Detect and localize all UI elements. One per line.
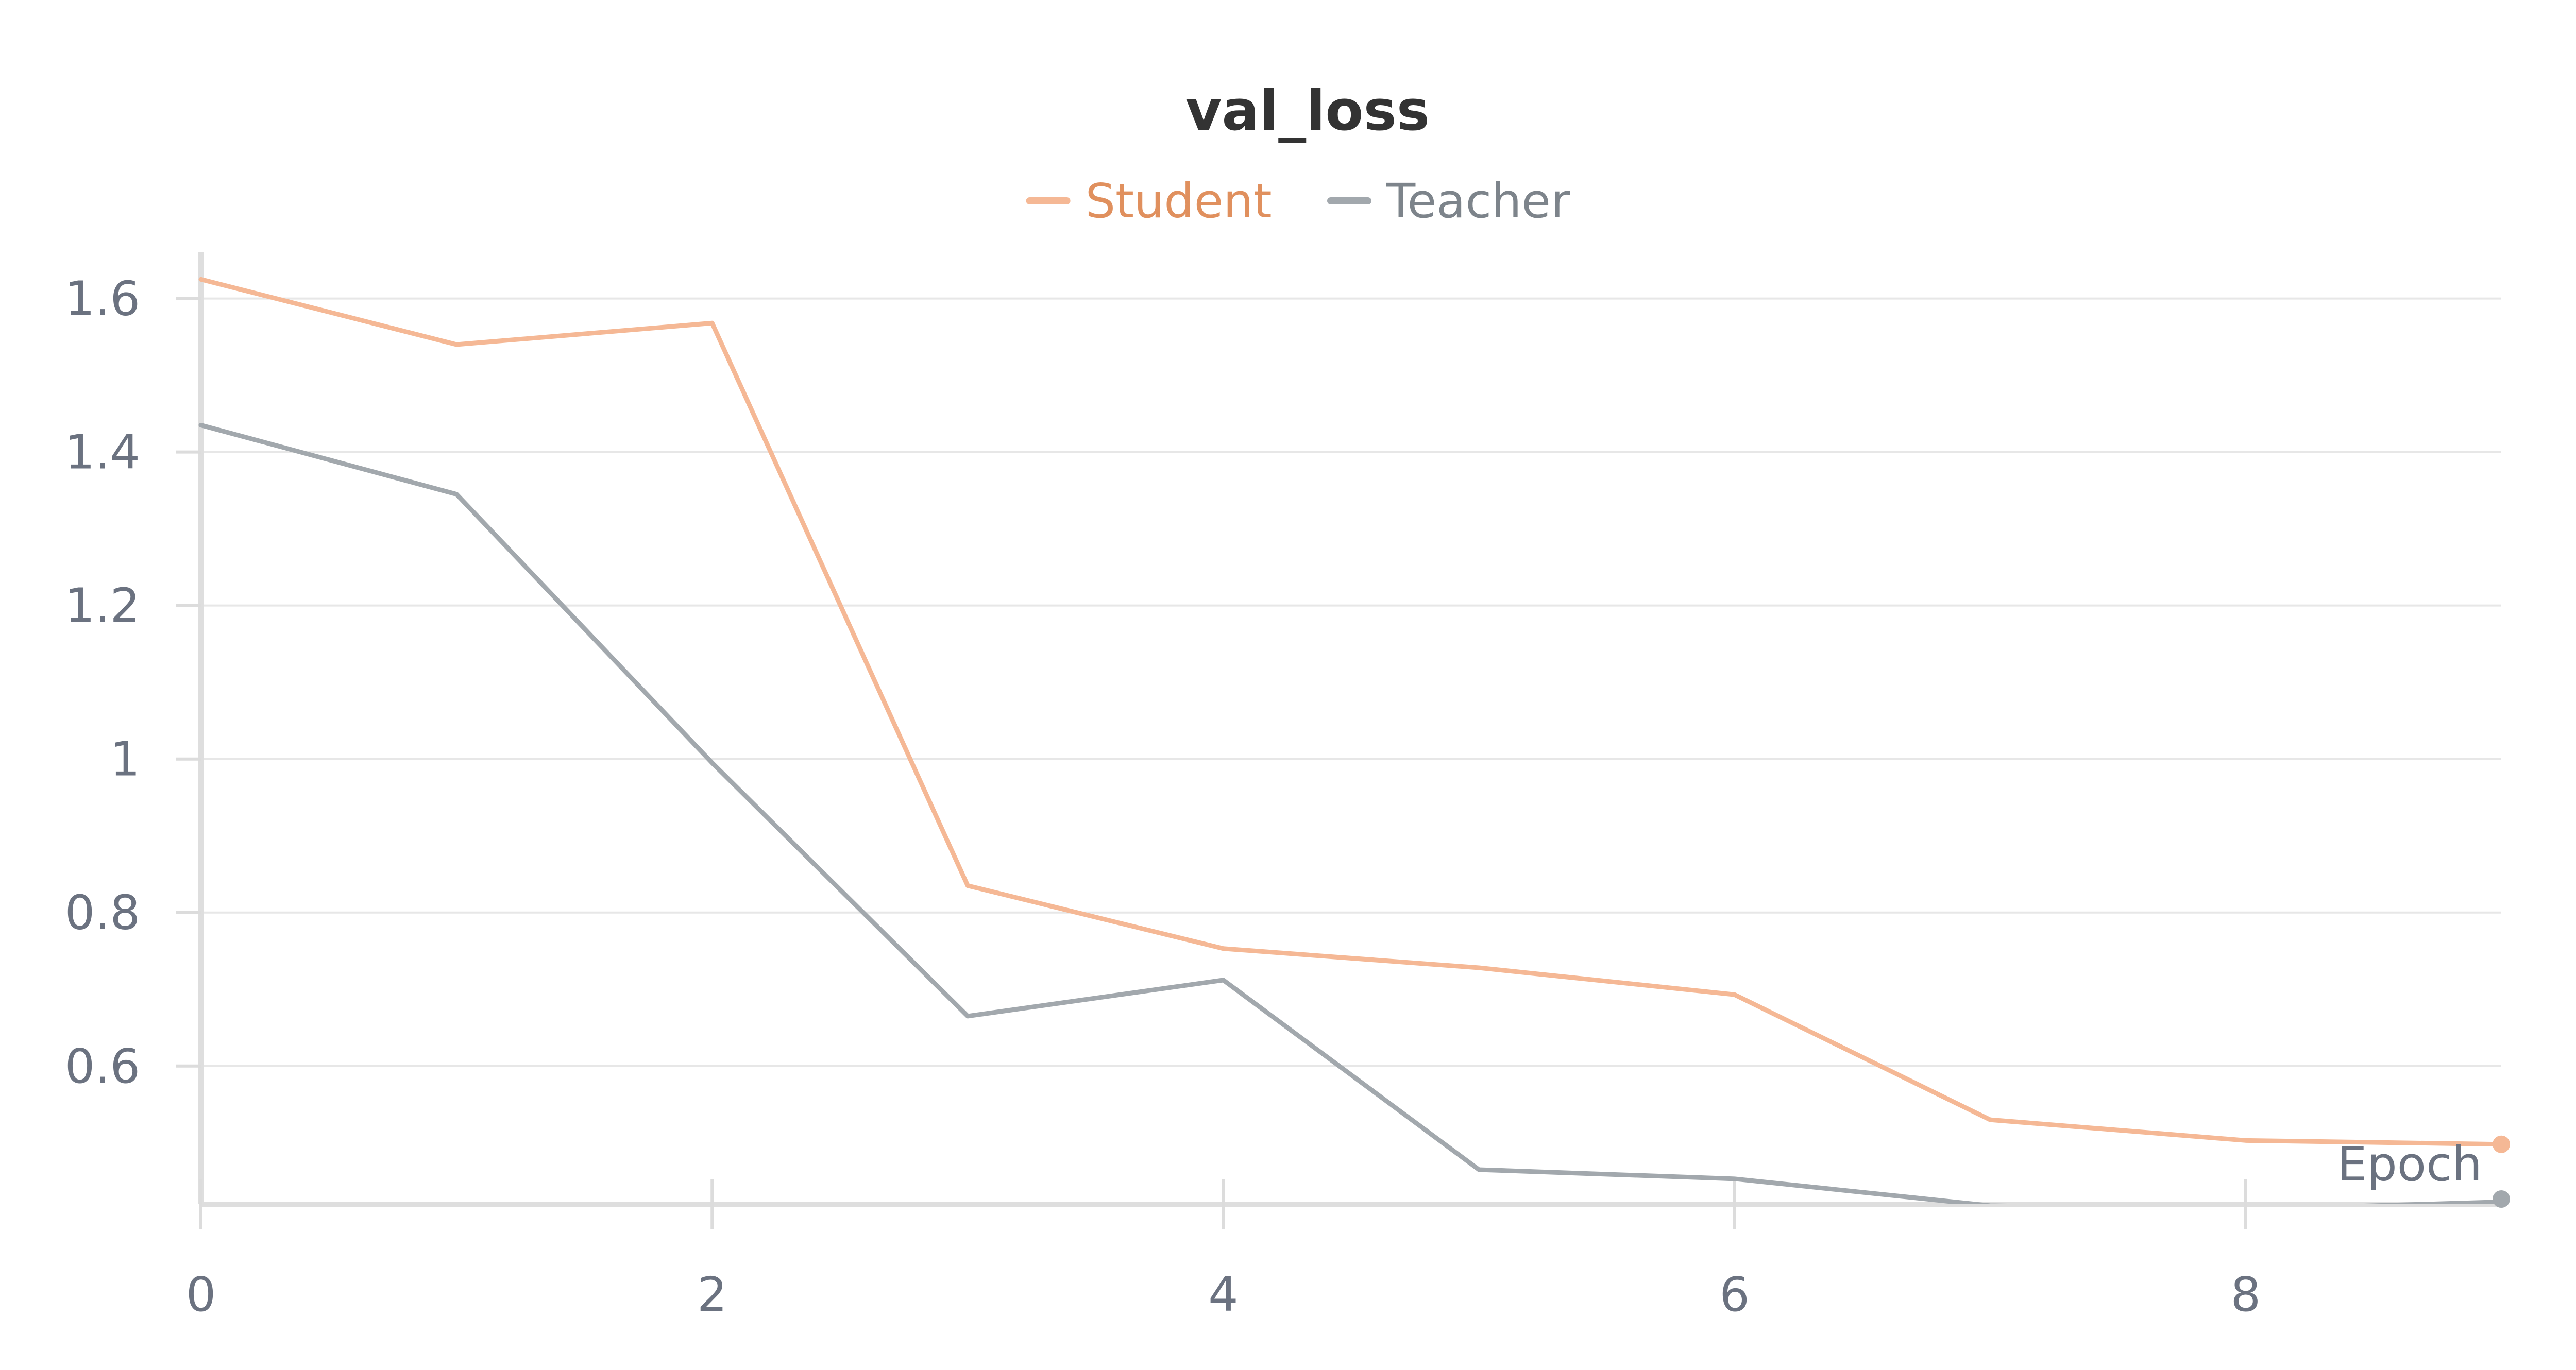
legend: Student Teacher — [1026, 174, 1570, 229]
x-tick-label: 2 — [697, 1267, 727, 1322]
axes — [198, 252, 2501, 1207]
y-tick-label: 1.4 — [65, 425, 140, 480]
x-axis-ticks: 0 2 4 6 8 — [186, 1179, 2261, 1322]
x-tick-label: 4 — [1208, 1267, 1239, 1322]
legend-item-student[interactable]: Student — [1026, 174, 1272, 229]
legend-label-student: Student — [1086, 174, 1272, 229]
x-tick-label: 0 — [186, 1267, 216, 1322]
gridlines — [201, 297, 2501, 1067]
series-line-student — [198, 277, 2504, 1147]
legend-item-teacher[interactable]: Teacher — [1327, 174, 1570, 229]
y-tick-label: 1.2 — [65, 578, 140, 633]
series-endpoint-teacher — [2493, 1190, 2510, 1208]
y-tick-label: 0.6 — [65, 1039, 140, 1094]
series-line-teacher — [198, 422, 2504, 1204]
series-lines — [198, 277, 2510, 1208]
y-tick-label: 0.8 — [65, 885, 140, 940]
y-axis-ticks: 0.6 0.8 1 1.2 1.4 1.6 — [65, 271, 201, 1094]
y-tick-label: 1 — [110, 732, 140, 787]
chart-title: val_loss — [1185, 79, 1430, 143]
x-tick-label: 6 — [1719, 1267, 1750, 1322]
y-tick-label: 1.6 — [65, 271, 140, 327]
legend-label-teacher: Teacher — [1386, 174, 1570, 229]
x-tick-label: 8 — [2231, 1267, 2261, 1322]
series-endpoint-student — [2493, 1135, 2510, 1153]
x-axis-label: Epoch — [2337, 1137, 2482, 1192]
